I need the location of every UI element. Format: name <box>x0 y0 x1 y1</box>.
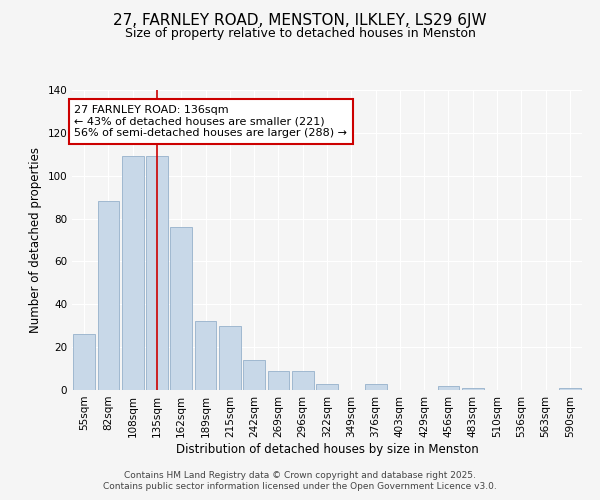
Bar <box>122 156 143 390</box>
Bar <box>559 388 581 390</box>
Bar <box>365 384 386 390</box>
Bar <box>292 370 314 390</box>
Text: Contains HM Land Registry data © Crown copyright and database right 2025.: Contains HM Land Registry data © Crown c… <box>124 471 476 480</box>
Bar <box>194 322 217 390</box>
Bar <box>268 370 289 390</box>
Text: Size of property relative to detached houses in Menston: Size of property relative to detached ho… <box>125 28 475 40</box>
X-axis label: Distribution of detached houses by size in Menston: Distribution of detached houses by size … <box>176 442 478 456</box>
Text: 27 FARNLEY ROAD: 136sqm
← 43% of detached houses are smaller (221)
56% of semi-d: 27 FARNLEY ROAD: 136sqm ← 43% of detache… <box>74 105 347 138</box>
Text: 27, FARNLEY ROAD, MENSTON, ILKLEY, LS29 6JW: 27, FARNLEY ROAD, MENSTON, ILKLEY, LS29 … <box>113 12 487 28</box>
Bar <box>243 360 265 390</box>
Y-axis label: Number of detached properties: Number of detached properties <box>29 147 42 333</box>
Text: Contains public sector information licensed under the Open Government Licence v3: Contains public sector information licen… <box>103 482 497 491</box>
Bar <box>219 326 241 390</box>
Bar <box>316 384 338 390</box>
Bar <box>462 388 484 390</box>
Bar <box>437 386 460 390</box>
Bar <box>146 156 168 390</box>
Bar <box>73 334 95 390</box>
Bar <box>97 202 119 390</box>
Bar <box>170 227 192 390</box>
